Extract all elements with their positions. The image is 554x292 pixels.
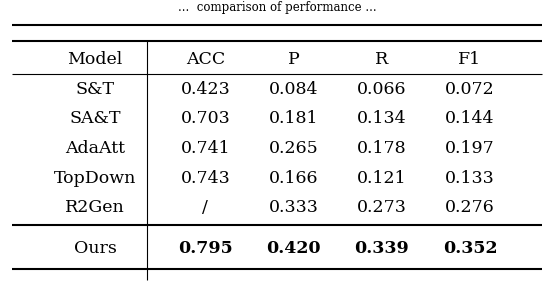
Text: TopDown: TopDown	[54, 170, 136, 187]
Text: P: P	[288, 51, 299, 68]
Text: 0.181: 0.181	[269, 110, 319, 127]
Text: 0.703: 0.703	[181, 110, 230, 127]
Text: 0.134: 0.134	[357, 110, 407, 127]
Text: R: R	[375, 51, 388, 68]
Text: Ours: Ours	[74, 240, 116, 257]
Text: 0.197: 0.197	[445, 140, 495, 157]
Text: R2Gen: R2Gen	[65, 199, 125, 216]
Text: 0.339: 0.339	[355, 240, 409, 257]
Text: F1: F1	[458, 51, 481, 68]
Text: 0.084: 0.084	[269, 81, 319, 98]
Text: SA&T: SA&T	[69, 110, 121, 127]
Text: 0.273: 0.273	[357, 199, 407, 216]
Text: 0.072: 0.072	[445, 81, 495, 98]
Text: 0.741: 0.741	[181, 140, 230, 157]
Text: 0.795: 0.795	[178, 240, 233, 257]
Text: 0.066: 0.066	[357, 81, 407, 98]
Text: 0.420: 0.420	[266, 240, 321, 257]
Text: Model: Model	[68, 51, 123, 68]
Text: /: /	[202, 199, 208, 216]
Text: 0.333: 0.333	[269, 199, 319, 216]
Text: 0.276: 0.276	[445, 199, 495, 216]
Text: 0.743: 0.743	[181, 170, 230, 187]
Text: 0.133: 0.133	[445, 170, 495, 187]
Text: 0.423: 0.423	[181, 81, 230, 98]
Text: 0.166: 0.166	[269, 170, 319, 187]
Text: 0.352: 0.352	[443, 240, 497, 257]
Text: ACC: ACC	[186, 51, 225, 68]
Text: 0.121: 0.121	[357, 170, 407, 187]
Text: 0.178: 0.178	[357, 140, 407, 157]
Text: 0.265: 0.265	[269, 140, 319, 157]
Text: 0.144: 0.144	[445, 110, 495, 127]
Text: AdaAtt: AdaAtt	[65, 140, 125, 157]
Text: ...  comparison of performance ...: ... comparison of performance ...	[178, 1, 376, 14]
Text: S&T: S&T	[75, 81, 115, 98]
